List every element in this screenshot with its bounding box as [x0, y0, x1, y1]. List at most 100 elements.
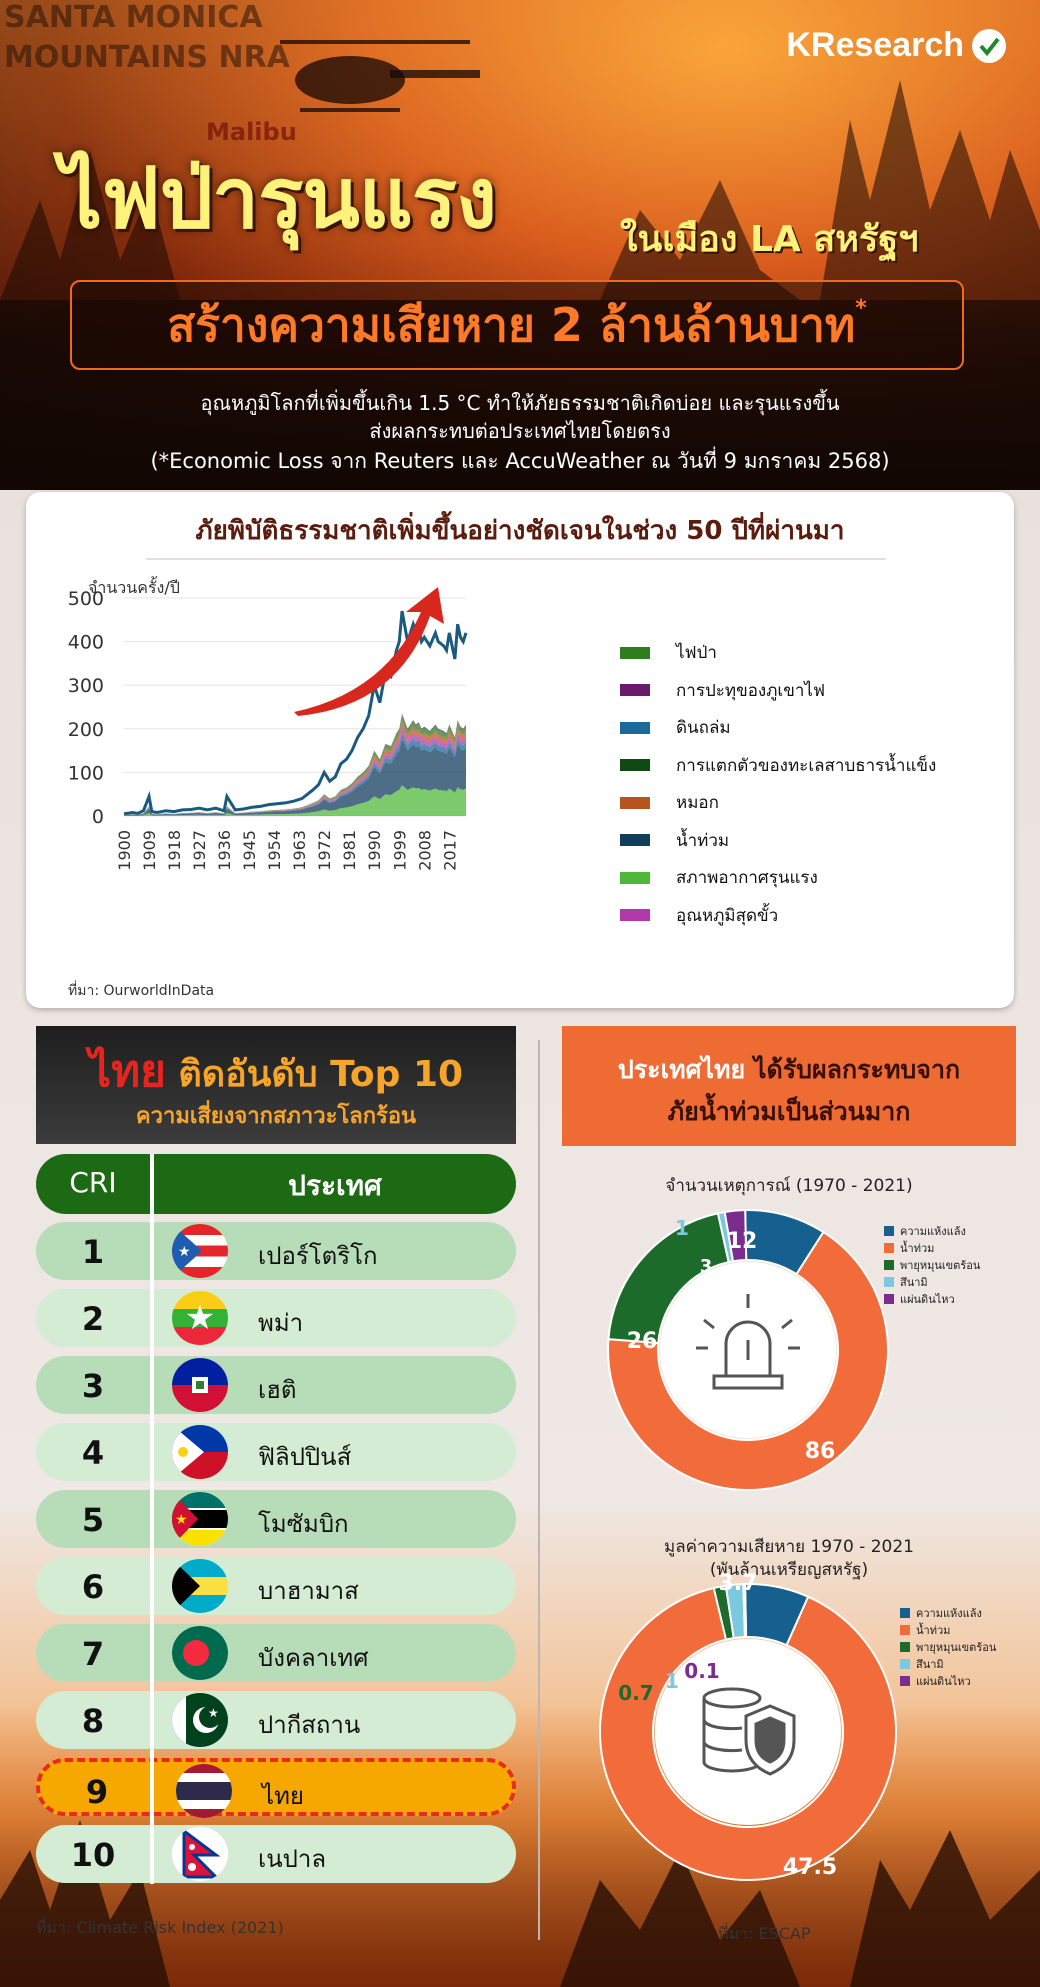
map-label: Malibu — [206, 118, 297, 146]
impact-header: ประเทศไทย ได้รับผลกระทบจาก ภัยน้ำท่วมเป็… — [562, 1026, 1016, 1146]
rank-number: 5 — [81, 1501, 105, 1539]
legend-label: น้ำท่วม — [900, 1241, 935, 1255]
mozambique-flag-icon: ★ — [172, 1492, 228, 1546]
thailand-flag-icon — [176, 1764, 232, 1818]
rank-number: 6 — [81, 1568, 105, 1606]
legend-label: สึนามิ — [916, 1657, 944, 1671]
loss-banner: สร้างความเสียหาย 2 ล้านล้านบาท * — [70, 280, 964, 370]
donut-slice — [599, 1586, 897, 1881]
legend-swatch — [620, 759, 650, 772]
x-tick-label: 1918 — [165, 830, 184, 871]
ranking-row: 6 บาฮามาส — [36, 1557, 516, 1615]
country-name: พม่า — [258, 1309, 304, 1337]
legend-swatch — [900, 1624, 910, 1635]
haiti-flag-icon — [172, 1358, 228, 1412]
donut-value-label: 1 — [675, 1216, 689, 1240]
country-name: ปากีสถาน — [258, 1711, 361, 1739]
puerto-rico-flag-icon: ★ — [172, 1224, 228, 1278]
country-name: เฮติ — [258, 1376, 297, 1404]
ranking-row: 8 ★ ปากีสถาน — [36, 1691, 516, 1749]
legend-item: สภาพอากาศรุนแรง — [620, 859, 936, 897]
y-tick-label: 200 — [68, 719, 104, 741]
top10-label: ติดอันดับ Top 10 — [165, 1054, 464, 1095]
donut-value-label: 3 — [700, 1256, 713, 1277]
legend-swatch — [620, 646, 650, 659]
loss-source: ที่มา: ESCAP — [718, 1924, 811, 1943]
country-name: เปอร์โตริโก — [258, 1242, 378, 1270]
total-line — [123, 610, 468, 816]
legend-item: น้ำท่วม — [620, 822, 936, 860]
legend-swatch — [900, 1607, 910, 1618]
legend-label: พายุหมุนเขตร้อน — [916, 1640, 997, 1654]
legend-swatch — [900, 1641, 910, 1652]
legend-label: น้ำท่วม — [916, 1623, 951, 1637]
ranking-subtitle: ความเสี่ยงจากสภาวะโลกร้อน — [135, 1104, 417, 1129]
legend-label: อุณหภูมิสุดขั้ว — [676, 905, 779, 926]
impact-text: ได้รับผลกระทบจาก — [745, 1055, 961, 1084]
philippines-flag-icon — [172, 1425, 228, 1479]
legend-label: น้ำท่วม — [676, 830, 730, 851]
ranking-row: 9 ไทย — [36, 1758, 516, 1818]
ranking-row: 5 ★ โมซัมบิก — [36, 1490, 516, 1548]
legend-item: ดินถล่ม — [620, 709, 936, 747]
chart-legend: ไฟป่า การปะทุของภูเขาไฟ ดินถล่ม การแตกตัวขอ… — [620, 634, 936, 934]
rank-number: 7 — [81, 1635, 105, 1673]
legend-swatch — [620, 796, 650, 809]
legend-swatch — [884, 1276, 894, 1287]
map-label: SANTA MONICA — [4, 0, 263, 35]
legend-label: ความแห้งแล้ง — [900, 1224, 966, 1238]
database-shield-icon — [702, 1687, 796, 1776]
legend-swatch — [900, 1658, 910, 1669]
donut-legend: ความแห้งแล้งน้ำท่วมพายุหมุนเขตร้อน สึนามิ… — [884, 1222, 980, 1307]
svg-text:★: ★ — [175, 1512, 188, 1528]
donut-subtitle: (พันล้านเหรียญสหรัฐ) — [709, 1560, 869, 1580]
y-axis-label: จำนวนครั้ง/ปี — [88, 578, 180, 597]
x-tick-label: 1972 — [315, 830, 334, 871]
headline-side: ในเมือง LA สหรัฐฯ — [620, 219, 919, 260]
legend-label: พายุหมุนเขตร้อน — [900, 1258, 981, 1272]
donut-legend-item: น้ำท่วม — [884, 1239, 980, 1256]
ranking-row: 4 ฟิลิปปินส์ — [36, 1423, 516, 1481]
subtitle-line: อุณหภูมิโลกที่เพิ่มขึ้นเกิน 1.5 °C ทำให้… — [200, 391, 840, 415]
bangladesh-flag-icon — [172, 1626, 228, 1680]
x-tick-label: 1900 — [115, 830, 134, 871]
x-tick-label: 1990 — [365, 830, 384, 871]
trend-arrow-icon — [294, 587, 444, 716]
column-header-country: ประเทศ — [288, 1169, 382, 1202]
donut-legend-item: แผ่นดินไหว — [900, 1672, 996, 1689]
x-tick-label: 1981 — [340, 830, 359, 871]
country-name: บาฮามาส — [258, 1577, 359, 1605]
donut-legend-item: สึนามิ — [884, 1273, 980, 1290]
loss-donut-chart: 3.7 47.5 0.7 1 0.1 — [599, 1572, 897, 1881]
chart-source: ที่มา: OurworldInData — [68, 983, 215, 999]
donut-value-label: 1 — [665, 1669, 679, 1693]
svg-text:★: ★ — [208, 1706, 219, 1720]
donut-value-label: 12 — [727, 1229, 758, 1254]
donut-value-label: 86 — [805, 1439, 836, 1464]
country-name: โมซัมบิก — [258, 1510, 349, 1538]
donut-slice — [607, 1230, 889, 1491]
donut-value-label: 3.7 — [719, 1572, 758, 1596]
legend-swatch — [620, 909, 650, 922]
rank-number: 8 — [81, 1702, 105, 1740]
country-name: เนปาล — [258, 1845, 327, 1873]
svg-text:★: ★ — [178, 1244, 191, 1260]
disaster-chart-panel: ภัยพิบัติธรรมชาติเพิ่มขึ้นอย่างชัดเจนในช… — [26, 492, 1014, 1008]
rank-number: 4 — [81, 1434, 105, 1472]
subtitle-line: (*Economic Loss จาก Reuters และ AccuWeat… — [150, 449, 890, 473]
ranking-row: 10 เนปาล — [36, 1825, 516, 1883]
events-donut-chart: 12 86 26 13 — [607, 1209, 889, 1491]
legend-label: แผ่นดินไหว — [900, 1292, 955, 1306]
donut-legend-item: พายุหมุนเขตร้อน — [884, 1256, 980, 1273]
column-header-cri: CRI — [69, 1166, 117, 1199]
x-tick-label: 2008 — [415, 830, 434, 871]
impact-text-2: ภัยน้ำท่วมเป็นส่วนมาก — [667, 1097, 911, 1126]
y-tick-label: 300 — [68, 675, 104, 697]
asterisk: * — [855, 296, 867, 321]
headline-main: ไฟป่ารุนแรง — [60, 149, 497, 247]
y-tick-label: 500 — [68, 588, 104, 610]
y-tick-label: 100 — [68, 762, 104, 784]
legend-item: การปะทุของภูเขาไฟ — [620, 672, 936, 710]
legend-label: การแตกตัวของทะเลสาบธารน้ำแข็ง — [676, 755, 937, 776]
donut-value-label: 26 — [627, 1329, 658, 1354]
